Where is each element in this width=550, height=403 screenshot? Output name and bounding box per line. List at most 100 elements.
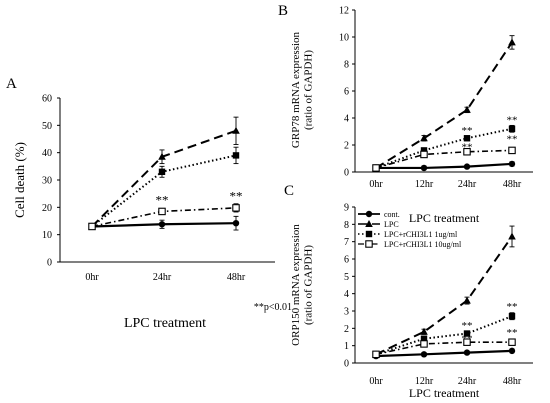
- data-point: [420, 327, 428, 335]
- panel-letter-a: A: [6, 76, 17, 92]
- series-3: [88, 203, 240, 231]
- significance-marker: **: [462, 125, 473, 137]
- data-point: [158, 221, 166, 228]
- series-line: [376, 162, 513, 170]
- data-point: [508, 313, 516, 320]
- y-axis-label-line: (ratio of GAPDH): [303, 50, 315, 130]
- data-point: [508, 347, 516, 355]
- data-point: [463, 148, 471, 156]
- series-line: [375, 315, 513, 356]
- legend-label: LPC+rCHI3L1 10ug/ml: [384, 240, 462, 249]
- y-tick-label: 1: [344, 341, 349, 352]
- legend-marker: [365, 220, 373, 227]
- data-point: [463, 338, 471, 346]
- data-point: [232, 204, 240, 212]
- data-point: [372, 350, 380, 359]
- series-0: [372, 347, 516, 360]
- significance-marker: **: [462, 320, 473, 332]
- panel-a: A 0 10 20 30 40 50 60 0hr 24hr 48hr Cell death (%)…: [6, 76, 292, 331]
- x-axis-label: LPC treatment: [409, 211, 480, 225]
- data-point: [508, 146, 516, 155]
- x-tick-label: 12hr: [415, 179, 434, 190]
- legend-label: cont.: [384, 210, 400, 219]
- significance-note: **p<0.01: [254, 302, 292, 313]
- y-tick-label: 60: [42, 94, 52, 105]
- data-point: [232, 152, 240, 159]
- x-tick-label: 24hr: [458, 376, 477, 387]
- legend-marker: [365, 240, 373, 248]
- y-tick-label: 50: [42, 121, 52, 132]
- data-point: [463, 105, 471, 113]
- legend-label: LPC+rCHI3L1 1ug/ml: [384, 230, 458, 239]
- y-tick-label: 5: [344, 272, 349, 283]
- series-3: [372, 338, 516, 359]
- legend-marker: [365, 210, 373, 218]
- series-3: [372, 146, 516, 172]
- significance-marker: **: [507, 114, 518, 126]
- series-line: [375, 127, 513, 169]
- data-point: [158, 152, 166, 160]
- x-tick-label: 48hr: [227, 272, 246, 283]
- data-point: [420, 340, 428, 348]
- data-point: [463, 163, 471, 170]
- data-point: [420, 147, 428, 154]
- y-tick-label: 7: [344, 237, 349, 248]
- y-tick-label: 6: [344, 255, 349, 266]
- y-tick-label: 6: [344, 87, 349, 98]
- y-axis-label: GRP78 mRNA expression(ratio of GAPDH): [290, 31, 315, 148]
- data-point: [463, 296, 471, 304]
- data-point: [508, 232, 516, 240]
- x-tick-label: 48hr: [503, 376, 522, 387]
- y-tick-label: 2: [344, 324, 349, 335]
- y-axis-label: Cell death (%): [12, 142, 27, 218]
- series-line: [375, 41, 513, 169]
- data-point: [88, 222, 96, 231]
- panel-b: B 0 2 4 6 8 10 12 0hr 12hr 24hr 48hr GRP78 mRNA exp…: [278, 3, 533, 225]
- data-point: [232, 126, 240, 134]
- y-tick-label: 40: [42, 148, 52, 159]
- chart-a: 0 10 20 30 40 50 60 0hr 24hr 48hr Cell death (%) LP…: [12, 94, 275, 331]
- x-axis-label: LPC treatment: [409, 386, 480, 400]
- data-point: [508, 125, 516, 132]
- y-tick-label: 8: [344, 60, 349, 71]
- x-tick-label: 48hr: [503, 179, 522, 190]
- data-point: [420, 164, 428, 172]
- data-point: [420, 134, 428, 142]
- data-point: [508, 38, 516, 46]
- data-point: [508, 338, 516, 346]
- data-point: [158, 207, 166, 216]
- x-tick-label: 24hr: [458, 179, 477, 190]
- y-tick-label: 3: [344, 307, 349, 318]
- y-tick-label: 0: [344, 359, 349, 370]
- y-tick-label: 9: [344, 203, 349, 214]
- x-axis-label: LPC treatment: [124, 316, 206, 331]
- y-tick-label: 10: [339, 33, 349, 44]
- x-tick-label: 0hr: [85, 272, 99, 283]
- y-tick-label: 4: [344, 114, 349, 125]
- series-line: [375, 235, 513, 356]
- series-line: [375, 341, 512, 356]
- data-point: [463, 349, 471, 356]
- y-tick-label: 2: [344, 141, 349, 152]
- data-point: [158, 168, 166, 175]
- series-line: [375, 149, 513, 169]
- x-tick-label: 0hr: [369, 179, 383, 190]
- panel-letter-b: B: [278, 3, 288, 19]
- x-tick-label: 24hr: [153, 272, 172, 283]
- y-tick-label: 10: [42, 230, 52, 241]
- data-point: [508, 160, 516, 168]
- significance-marker: **: [156, 193, 169, 208]
- panel-c: C 0 1 2 3 4 5 6 7 8 9 0hr 12hr 24hr 48hr ORP150 mRNA e…: [284, 183, 533, 400]
- significance-marker: **: [507, 133, 518, 145]
- legend-label: LPC: [384, 220, 399, 229]
- significance-marker: **: [462, 333, 473, 345]
- significance-marker: **: [507, 327, 518, 339]
- significance-marker: **: [230, 188, 243, 203]
- data-point: [420, 335, 428, 342]
- significance-marker: **: [507, 301, 518, 313]
- y-axis-label-line: (ratio of GAPDH): [303, 245, 315, 325]
- data-point: [232, 219, 240, 227]
- y-axis-label-line: ORP150 mRNA expression: [290, 224, 302, 346]
